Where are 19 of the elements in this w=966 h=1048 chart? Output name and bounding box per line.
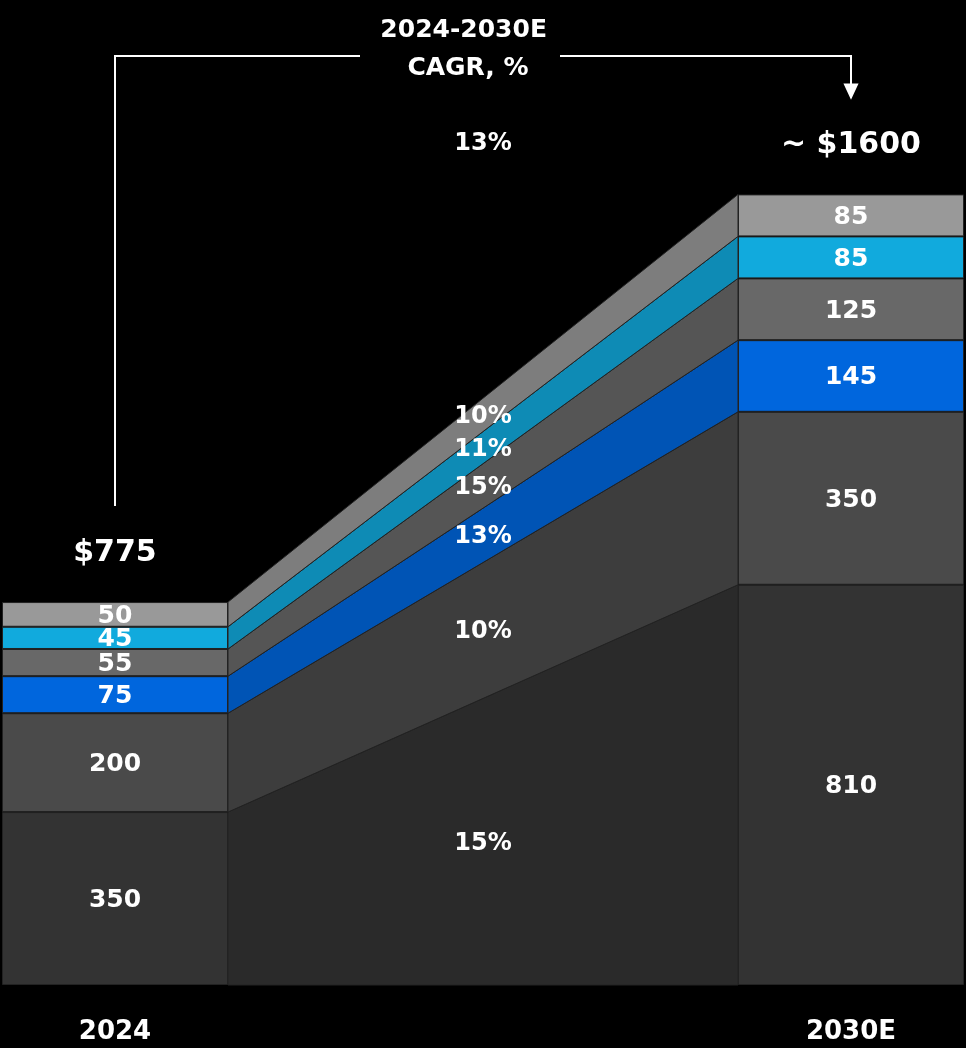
data-label: 350 — [824, 483, 878, 513]
data-label: 350 — [88, 884, 142, 914]
data-label: 75 — [97, 680, 133, 710]
data-label: 200 — [88, 748, 142, 778]
data-label: 145 — [824, 361, 878, 391]
data-label: 85 — [833, 200, 869, 230]
annotation: 15% — [454, 827, 512, 856]
annotation: 15% — [454, 471, 512, 500]
total-label: $775 — [73, 532, 157, 568]
annotation: 13% — [454, 521, 512, 550]
x-tick-label: 2030E — [805, 1015, 897, 1045]
data-label: 810 — [824, 770, 878, 800]
data-label: 125 — [824, 294, 878, 324]
total-label: ~ $1600 — [781, 124, 921, 160]
data-label: 85 — [833, 242, 869, 272]
annotation: 10% — [454, 616, 512, 645]
text: 13% — [454, 128, 512, 157]
chart-title: 2024-2030E CAGR, % — [380, 13, 556, 81]
x-tick-label: 2024 — [78, 1015, 152, 1045]
